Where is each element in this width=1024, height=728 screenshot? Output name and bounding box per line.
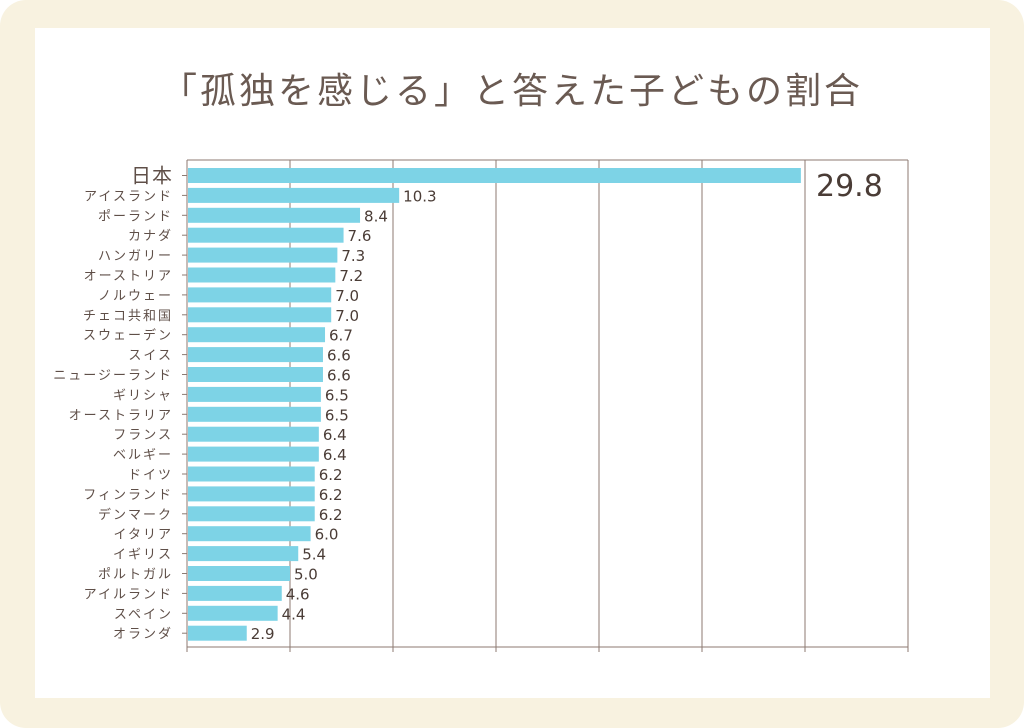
data-label: 6.4 <box>323 426 347 444</box>
bar <box>188 327 326 343</box>
data-label: 4.6 <box>286 585 310 603</box>
category-label: ポーランド <box>98 209 173 224</box>
data-label: 8.4 <box>364 207 388 225</box>
data-label: 7.0 <box>335 307 359 325</box>
category-label: フィンランド <box>83 488 173 503</box>
chart-title: 「孤独を感じる」と答えた子どもの割合 <box>160 71 863 112</box>
category-label: スウェーデン <box>83 328 173 344</box>
bar <box>188 347 323 363</box>
category-label: カナダ <box>128 229 173 244</box>
category-label: ギリシャ <box>113 388 173 403</box>
category-label: オランダ <box>113 627 173 642</box>
data-label: 5.0 <box>294 566 318 584</box>
bar <box>188 187 400 203</box>
data-label: 6.6 <box>327 347 351 365</box>
data-label: 29.8 <box>816 169 883 204</box>
data-label: 7.6 <box>348 227 372 245</box>
bar <box>188 625 247 641</box>
data-label: 10.3 <box>403 187 436 205</box>
data-label: 2.9 <box>251 625 275 643</box>
data-label: 7.3 <box>341 247 365 265</box>
bar <box>188 526 311 542</box>
grid-lines <box>182 159 909 652</box>
data-label: 7.2 <box>339 267 363 285</box>
bar <box>188 168 801 183</box>
data-label: 6.5 <box>325 406 349 424</box>
category-label: ベルギー <box>113 448 173 463</box>
category-label: デンマーク <box>98 507 173 523</box>
bar <box>188 367 323 382</box>
category-label: アイスランド <box>84 189 173 204</box>
bar <box>188 267 336 283</box>
bar <box>188 227 344 243</box>
category-label: スイス <box>128 349 173 364</box>
bar <box>188 386 321 402</box>
data-label: 5.4 <box>302 546 326 564</box>
bar <box>188 446 319 462</box>
category-label: イタリア <box>114 528 173 543</box>
labels: 日本 29.8 アイスランド 10.3 ポーランド 8.4 カナダ 7.6 ハンガリー 7.3 オー… <box>53 164 883 644</box>
data-label: 6.6 <box>327 367 351 385</box>
category-label: イギリス <box>113 548 173 563</box>
data-label: 6.7 <box>329 327 353 345</box>
bars <box>188 168 801 641</box>
category-label: 日本 <box>131 164 173 188</box>
category-label: オーストラリア <box>69 408 173 423</box>
category-label: ハンガリー <box>98 249 173 264</box>
bar <box>188 406 321 422</box>
category-label: オーストリア <box>84 269 173 284</box>
category-label: アイルランド <box>84 587 173 602</box>
data-label: 6.2 <box>319 486 343 504</box>
bar <box>188 426 319 442</box>
data-label: 4.4 <box>282 605 306 623</box>
data-label: 6.2 <box>319 506 343 524</box>
bar <box>188 466 315 482</box>
category-label: スペイン <box>114 607 173 622</box>
data-label: 6.4 <box>323 446 347 464</box>
data-label: 6.2 <box>319 466 343 484</box>
bar <box>188 207 361 223</box>
bar <box>188 546 299 562</box>
bar <box>188 247 338 263</box>
category-label: ポルトガル <box>98 568 173 583</box>
data-label: 6.0 <box>315 526 339 544</box>
category-label: チェコ共和国 <box>83 309 173 324</box>
bar <box>188 566 290 581</box>
category-label: ドイツ <box>128 468 173 483</box>
bar <box>188 486 315 502</box>
category-label: ノルウェー <box>98 289 173 304</box>
bar <box>188 287 332 303</box>
category-label: ニュージーランド <box>53 369 173 384</box>
bar <box>188 307 332 323</box>
data-label: 7.0 <box>335 287 359 305</box>
bar <box>188 506 315 522</box>
bar <box>188 585 282 601</box>
data-label: 6.5 <box>325 386 349 404</box>
bar <box>188 605 278 621</box>
category-label: フランス <box>113 428 173 443</box>
